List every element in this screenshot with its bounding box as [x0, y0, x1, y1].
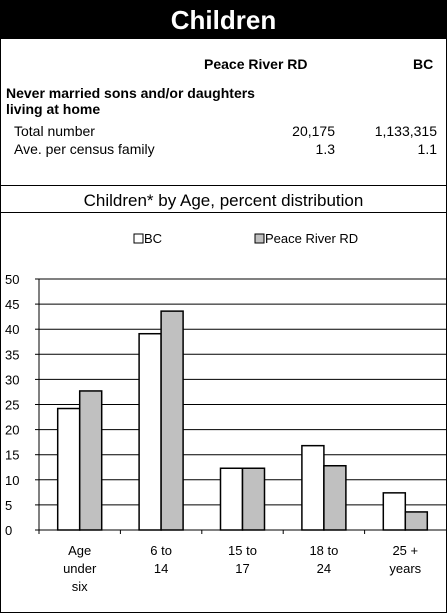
- row-value-average-region: 1.3: [315, 141, 335, 157]
- divider-bottom: [1, 212, 446, 213]
- y-tick-label: 5: [5, 498, 12, 513]
- y-tick-label: 0: [5, 523, 12, 538]
- x-tick-label: 14: [154, 561, 168, 576]
- y-tick-label: 45: [5, 297, 19, 312]
- y-tick-label: 40: [5, 322, 19, 337]
- row-value-average-bc: 1.1: [417, 141, 437, 157]
- x-tick-label: 17: [235, 561, 249, 576]
- bar-region-4: [404, 511, 429, 531]
- row-label-average: Ave. per census family: [14, 141, 155, 157]
- bar-bc-3: [301, 444, 325, 531]
- bar-chart: BC Peace River RD 0 5 10 15 20 25 30 35 40 45 50 Age u…: [5, 231, 446, 594]
- row-value-total-region: 20,175: [292, 123, 335, 139]
- column-header-bc: BC: [413, 56, 434, 72]
- y-tick-label: 20: [5, 423, 19, 438]
- row-value-total-bc: 1,133,315: [374, 123, 437, 139]
- row-label-total: Total number: [14, 123, 95, 139]
- bar-bc-0: [56, 407, 81, 531]
- y-tick-label: 25: [5, 398, 19, 413]
- x-tick-label: 18 to: [309, 543, 338, 558]
- legend-swatch-region: [254, 233, 265, 244]
- legend-label-bc: BC: [144, 231, 162, 246]
- bar-region-2: [241, 467, 266, 531]
- bar-bc-4: [382, 492, 407, 531]
- y-tick-label: 10: [5, 473, 19, 488]
- x-tick-label: 24: [317, 561, 331, 576]
- x-tick-label: years: [389, 561, 421, 576]
- section-heading: Never married sons and/or daughters livi…: [6, 85, 255, 117]
- x-tick-label: 6 to: [150, 543, 172, 558]
- x-tick-label: under: [63, 561, 97, 576]
- page-title: Children: [1, 1, 446, 39]
- bar-bc-1: [138, 332, 162, 531]
- x-tick-label: 15 to: [228, 543, 257, 558]
- y-tick-label: 30: [5, 372, 19, 387]
- bar-region-3: [323, 464, 347, 531]
- y-tick-label: 35: [5, 347, 19, 362]
- legend-label-region: Peace River RD: [265, 231, 358, 246]
- divider-top: [1, 185, 446, 186]
- bar-region-0: [78, 390, 103, 531]
- x-tick-label: six: [72, 579, 88, 594]
- x-tick-label: 25 +: [392, 543, 418, 558]
- column-header-region: Peace River RD: [204, 56, 308, 72]
- bar-bc-2: [219, 467, 244, 531]
- bar-region-1: [160, 310, 184, 531]
- y-tick-label: 50: [5, 272, 19, 287]
- x-tick-label: Age: [68, 543, 91, 558]
- chart-title: Children* by Age, percent distribution: [83, 191, 364, 210]
- y-tick-label: 15: [5, 448, 19, 463]
- legend-swatch-bc: [133, 233, 144, 244]
